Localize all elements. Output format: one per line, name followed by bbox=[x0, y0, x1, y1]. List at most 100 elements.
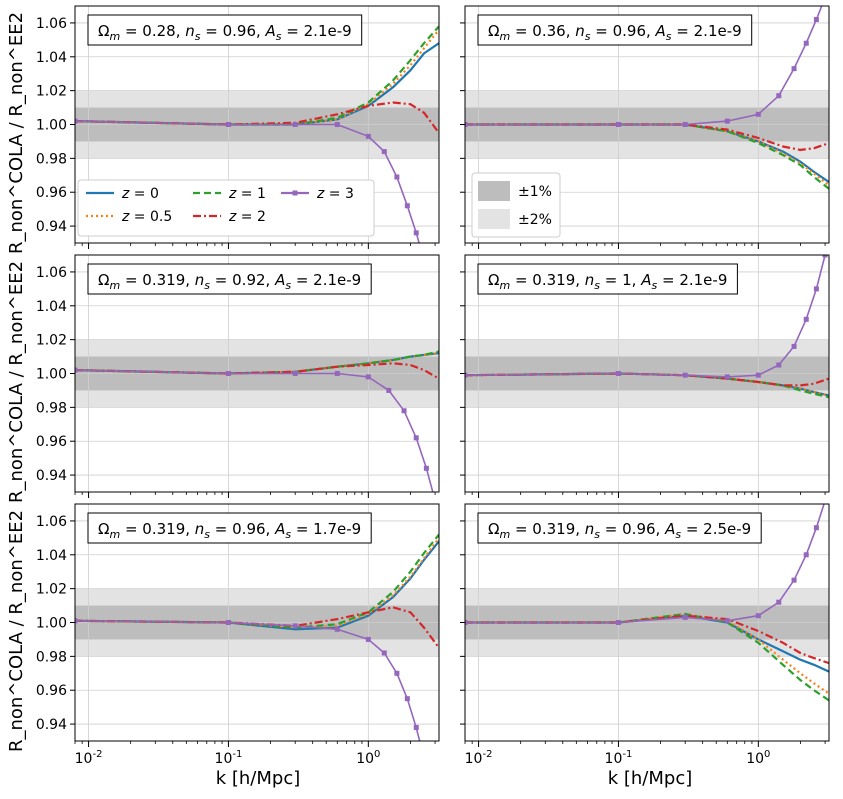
series-marker bbox=[292, 122, 298, 127]
plot-frame bbox=[464, 5, 830, 244]
series-marker bbox=[776, 93, 782, 99]
legend-item-band-2: ±2% bbox=[478, 209, 552, 229]
series-line-z2 bbox=[465, 123, 829, 151]
series-marker bbox=[404, 203, 410, 209]
series-group bbox=[75, 25, 439, 243]
params-box bbox=[477, 512, 762, 544]
series-marker bbox=[776, 599, 782, 605]
series-marker bbox=[292, 371, 298, 376]
series-line-z3 bbox=[465, 6, 823, 126]
band-legend: ±1% ±2% bbox=[471, 172, 561, 238]
legend-marker bbox=[292, 190, 298, 196]
x-tick-label: 10-2 bbox=[465, 749, 493, 767]
series-marker bbox=[75, 118, 78, 124]
params-box bbox=[477, 263, 738, 295]
params-label: Ωm = 0.28, ns = 0.96, As = 2.1e-9 bbox=[98, 22, 352, 43]
y-axis-label-bottom: R_non^COLA / R_non^EE2 bbox=[6, 510, 27, 752]
series-marker bbox=[386, 387, 392, 393]
y-tick-label: 1.06 bbox=[36, 265, 67, 281]
series-marker bbox=[682, 614, 688, 620]
series-marker bbox=[755, 613, 761, 619]
legend-label: z = 3 bbox=[316, 186, 354, 202]
x-axis-label-right: k [h/Mpc] bbox=[608, 768, 693, 789]
series-marker bbox=[334, 122, 340, 127]
params-label: Ωm = 0.319, ns = 0.92, As = 2.1e-9 bbox=[98, 271, 361, 292]
y-tick-label: 0.94 bbox=[36, 219, 67, 235]
plot-frame bbox=[74, 254, 440, 493]
legend-item-z0p5: z = 0.5 bbox=[86, 209, 172, 225]
legend-label: z = 1 bbox=[228, 186, 266, 202]
legend-item-band-1: ±1% bbox=[478, 181, 552, 201]
series-marker bbox=[776, 362, 782, 368]
x-tick-label: 100 bbox=[356, 749, 380, 767]
params-box bbox=[477, 14, 753, 46]
series-line-z2 bbox=[465, 614, 829, 665]
series-marker bbox=[394, 670, 400, 676]
series-marker bbox=[682, 372, 688, 378]
series-marker bbox=[75, 618, 78, 624]
panel-middle-left: 0.94 0.96 0.98 1.00 1.02 1.04 1.06 Ωm = 0.319, … bbox=[36, 254, 440, 498]
series-marker bbox=[365, 636, 371, 642]
y-axis-label-top: R_non^COLA / R_non^EE2 bbox=[6, 12, 27, 254]
series-line-z1 bbox=[465, 612, 829, 702]
params-label: Ωm = 0.319, ns = 0.96, As = 2.5e-9 bbox=[488, 520, 751, 541]
plot-frame bbox=[464, 503, 830, 742]
series-marker bbox=[755, 111, 761, 117]
legend-swatch bbox=[478, 209, 510, 229]
y-tick-label: 0.98 bbox=[36, 649, 67, 665]
panel-top-left: 0.94 0.96 0.98 1.00 1.02 1.04 1.06 Ωm = 0.28, n… bbox=[36, 5, 440, 249]
params-label: Ωm = 0.36, ns = 0.96, As = 2.1e-9 bbox=[488, 22, 742, 43]
series-marker bbox=[401, 408, 407, 414]
panel-bottom-left: 0.94 0.96 0.98 1.00 1.02 1.04 1.06 10-2 10-1 100 Ω… bbox=[36, 503, 440, 767]
series-marker bbox=[365, 374, 371, 380]
params-box bbox=[87, 512, 372, 544]
series-marker bbox=[225, 620, 231, 625]
series-line-z3 bbox=[75, 369, 434, 492]
series-marker bbox=[334, 626, 340, 632]
y-tick-label: 1.02 bbox=[36, 84, 67, 100]
series-line-z3 bbox=[465, 504, 825, 624]
y-tick-label: 1.00 bbox=[36, 118, 67, 134]
series-line-z1 bbox=[75, 350, 439, 375]
series-legend: z = 0 z = 0.5 z = 1 z = 2 z = 3 bbox=[77, 179, 375, 237]
panel-top-right: Ωm = 0.36, ns = 0.96, As = 2.1e-9 ±1% ±2% bbox=[460, 5, 830, 249]
y-axis-label-middle: R_non^COLA / R_non^EE2 bbox=[6, 261, 27, 503]
series-marker bbox=[682, 122, 688, 127]
series-group bbox=[465, 6, 829, 190]
series-marker bbox=[822, 255, 828, 258]
series-marker bbox=[334, 371, 340, 376]
y-tick-label: 1.00 bbox=[36, 367, 67, 383]
x-tick-label: 10-2 bbox=[75, 749, 103, 767]
legend-swatch bbox=[478, 181, 510, 201]
series-line-z0p5 bbox=[465, 612, 829, 695]
series-marker bbox=[292, 623, 298, 629]
x-axis-label-left: k [h/Mpc] bbox=[216, 768, 301, 789]
y-tick-label: 1.00 bbox=[36, 616, 67, 632]
series-line-z1 bbox=[465, 372, 829, 399]
y-tick-label: 0.94 bbox=[36, 468, 67, 484]
series-marker bbox=[813, 286, 819, 292]
series-marker bbox=[724, 118, 730, 124]
series-marker bbox=[791, 577, 797, 583]
x-tick-label: 10-1 bbox=[215, 749, 243, 767]
panels-layer: 0.94 0.96 0.98 1.00 1.02 1.04 1.06 Ωm = 0.28, n… bbox=[36, 5, 830, 767]
y-tick-label: 0.96 bbox=[36, 434, 67, 450]
y-tick-label: 0.98 bbox=[36, 151, 67, 167]
series-marker bbox=[724, 618, 730, 624]
legend-label: ±1% bbox=[518, 184, 552, 200]
series-marker bbox=[724, 374, 730, 380]
series-marker bbox=[803, 40, 809, 46]
series-group bbox=[75, 350, 439, 492]
series-marker bbox=[615, 620, 621, 625]
legend-item-z2: z = 2 bbox=[193, 209, 266, 225]
series-marker bbox=[813, 17, 819, 23]
params-label: Ωm = 0.319, ns = 0.96, As = 1.7e-9 bbox=[98, 520, 361, 541]
y-tick-label: 0.94 bbox=[36, 717, 67, 733]
y-tick-label: 1.04 bbox=[36, 299, 67, 315]
y-tick-label: 1.06 bbox=[36, 16, 67, 32]
series-marker bbox=[615, 371, 621, 376]
y-tick-label: 1.04 bbox=[36, 548, 67, 564]
x-tick-label: 10-1 bbox=[605, 749, 633, 767]
y-tick-label: 0.98 bbox=[36, 400, 67, 416]
